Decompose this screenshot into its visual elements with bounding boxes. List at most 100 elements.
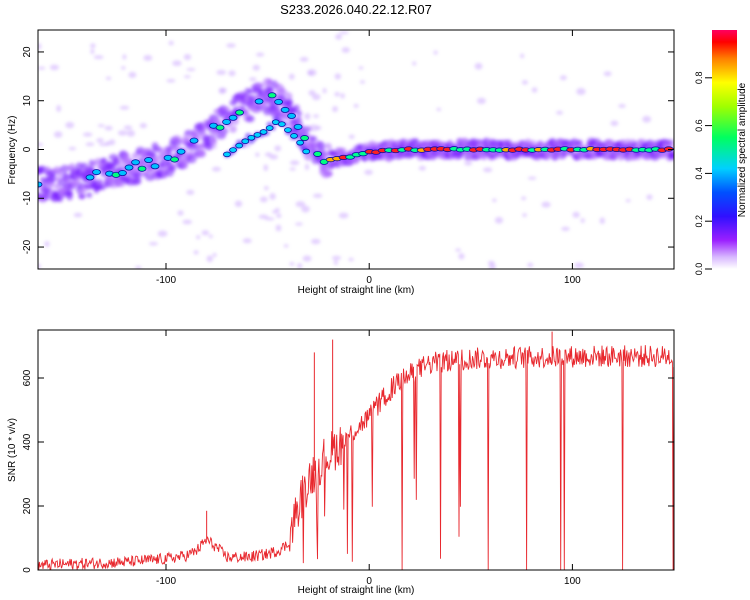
ridge-blob: [124, 164, 134, 171]
ridge-blob: [287, 112, 296, 119]
noise-blob: [186, 189, 195, 195]
noise-blob: [123, 125, 133, 130]
noise-blob: [193, 250, 199, 255]
halo-blob: [324, 143, 332, 150]
y-tick-label: 400: [22, 433, 33, 450]
noise-blob: [206, 255, 213, 263]
ridge-blob: [663, 146, 674, 152]
ridge-blob: [223, 151, 231, 158]
figure-title: S233.2026.040.22.12.R07: [280, 2, 432, 17]
colorbar-tick-label: 0.6: [694, 119, 704, 132]
noise-blob: [313, 114, 319, 118]
noise-blob: [299, 57, 309, 62]
noise-blob: [527, 262, 534, 268]
ridge-blob: [300, 135, 309, 142]
noise-blob: [263, 185, 269, 191]
ridge-blob: [280, 106, 290, 113]
noise-blob: [433, 50, 438, 55]
noise-blob: [182, 219, 192, 225]
noise-blob: [274, 145, 282, 152]
x-tick-label: 100: [564, 275, 581, 286]
noise-blob: [522, 213, 527, 218]
noise-blob: [599, 217, 605, 225]
noise-blob: [348, 257, 354, 262]
noise-blob: [122, 54, 127, 60]
noise-blob: [474, 62, 483, 70]
noise-blob: [68, 146, 77, 151]
ridge-blob: [274, 98, 283, 105]
x-tick-label: -100: [156, 576, 176, 587]
ridge-blob: [137, 165, 147, 172]
spectrogram-marks: [38, 31, 674, 269]
noise-blob: [201, 230, 210, 236]
halo-blob: [309, 136, 318, 142]
noise-blob: [98, 142, 109, 147]
noise-blob: [275, 224, 282, 232]
halo-blob: [619, 139, 627, 145]
noise-blob: [289, 262, 295, 266]
noise-blob: [458, 253, 465, 260]
halo-blob: [40, 192, 51, 201]
halo-blob: [323, 172, 333, 178]
noise-blob: [272, 210, 277, 214]
noise-blob: [135, 265, 142, 269]
ridge-blob: [170, 156, 179, 163]
snr-marks: [38, 331, 674, 570]
noise-blob: [38, 142, 43, 147]
noise-blob: [90, 43, 96, 49]
ridge-blob: [228, 114, 238, 121]
halo-blob: [196, 149, 206, 158]
noise-blob: [561, 226, 570, 231]
halo-blob: [210, 139, 217, 147]
halo-blob: [470, 138, 479, 147]
noise-blob: [603, 71, 612, 77]
ridge-blob: [293, 123, 303, 130]
noise-blob: [65, 121, 75, 129]
noise-blob: [259, 196, 268, 203]
ridge-blob: [85, 174, 95, 181]
noise-blob: [359, 80, 366, 84]
ridge-blob: [38, 181, 43, 188]
y-tick-label: 0: [22, 146, 33, 152]
snr-plot-area: [38, 330, 674, 570]
noise-blob: [311, 238, 321, 245]
colorbar-ticks: 0.0 0.2 0.4 0.6 0.8: [694, 72, 712, 275]
noise-blob: [218, 87, 226, 95]
noise-blob: [269, 193, 276, 200]
x-tick-label: 100: [564, 576, 581, 587]
colorbar-tick-label: 0.2: [694, 215, 704, 228]
noise-blob: [269, 154, 279, 160]
noise-blob: [301, 205, 310, 213]
noise-blob: [334, 91, 341, 97]
noise-blob: [295, 201, 306, 208]
ridge-blob: [253, 132, 262, 138]
noise-blob: [186, 67, 196, 72]
y-tick-label: -10: [22, 191, 33, 206]
noise-blob: [183, 75, 191, 79]
x-tick-label: 0: [366, 275, 372, 286]
noise-blob: [312, 93, 321, 101]
noise-blob: [288, 73, 295, 80]
noise-blob: [308, 124, 319, 132]
halo-blob: [245, 115, 255, 123]
noise-blob: [234, 200, 243, 208]
halo-blob: [116, 181, 126, 188]
halo-blob: [285, 92, 293, 101]
noise-blob: [333, 259, 338, 266]
spectrogram-ylabel: Frequency (Hz): [7, 116, 18, 185]
ridge-blob: [254, 98, 264, 105]
spectrogram-xlabel: Height of straight line (km): [298, 285, 415, 296]
noise-blob: [212, 166, 221, 172]
ridge-blob: [131, 159, 140, 166]
noise-blob: [418, 165, 426, 171]
noise-blob: [297, 262, 303, 269]
ridge-blob: [265, 125, 274, 131]
y-tick-label: 200: [22, 497, 33, 514]
noise-blob: [139, 123, 147, 129]
ridge-blob: [235, 142, 244, 149]
spectral-noise: [38, 31, 674, 269]
noise-blob: [208, 234, 213, 239]
ridge-blob: [302, 148, 311, 155]
halo-blob: [192, 131, 201, 139]
noise-blob: [85, 142, 95, 147]
